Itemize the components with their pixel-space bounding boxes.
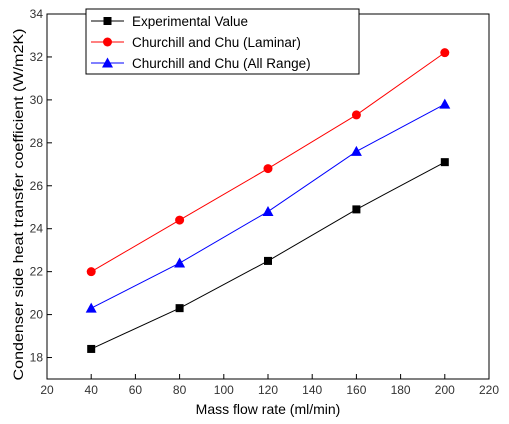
x-axis-title: Mass flow rate (ml/min) [196,401,341,417]
data-point-triangle [174,257,186,268]
y-tick-label: 26 [30,179,44,193]
x-tick-label: 160 [346,383,366,397]
legend-label: Experimental Value [132,14,248,29]
x-tick-label: 20 [40,383,54,397]
x-tick-label: 180 [391,383,411,397]
x-tick-label: 80 [173,383,187,397]
data-point-triangle [85,302,97,313]
y-tick-label: 18 [30,351,44,365]
y-tick-label: 22 [30,265,44,279]
legend-marker [103,17,112,25]
series-square [87,158,449,353]
y-tick-label: 24 [30,222,44,236]
y-axis-title: Condenser side heat transfer coefficient… [10,29,26,381]
data-point-circle [440,48,450,58]
legend-label: Churchill and Chu (Laminar) [132,35,301,50]
series-circle [86,48,450,277]
legend: Experimental Value Churchill and Chu (Lam… [85,8,360,75]
data-point-triangle [262,206,274,217]
series-triangle [85,98,451,313]
x-tick-label: 60 [129,383,143,397]
data-point-triangle [350,145,362,156]
series-line [90,161,446,350]
legend-box [85,8,360,75]
x-tick-label: 140 [302,383,322,397]
x-tick-label: 120 [258,383,278,397]
series-line [90,52,446,273]
legend-item: Churchill and Chu (Laminar) [91,35,301,50]
series-layer [85,48,451,353]
legend-item: Churchill and Chu (All Range) [91,56,311,71]
y-tick-label: 30 [30,93,44,107]
data-point-circle [263,164,273,174]
data-point-square [440,158,449,167]
x-tick-label: 200 [435,383,455,397]
y-tick-label: 32 [30,50,44,64]
y-tick-label: 28 [30,136,44,150]
legend-item: Experimental Value [91,14,248,29]
legend-marker [102,57,113,68]
data-point-square [352,205,361,214]
legend-marker [103,37,112,47]
x-tick-label: 40 [85,383,99,397]
data-point-circle [351,110,361,120]
y-tick-label: 20 [30,308,44,322]
axis-ticks: 20 40 60 80 100 120 140 160 180 200 220 18 20 22 24 26 2… [30,7,500,397]
data-point-circle [175,215,185,225]
x-tick-label: 100 [214,383,234,397]
data-point-square [264,256,272,265]
data-point-circle [86,267,96,277]
data-point-square [87,344,96,353]
data-point-triangle [439,98,451,109]
y-tick-label: 34 [30,7,44,21]
x-tick-label: 220 [479,383,499,397]
legend-label: Churchill and Chu (All Range) [132,56,311,71]
data-point-square [175,304,184,313]
